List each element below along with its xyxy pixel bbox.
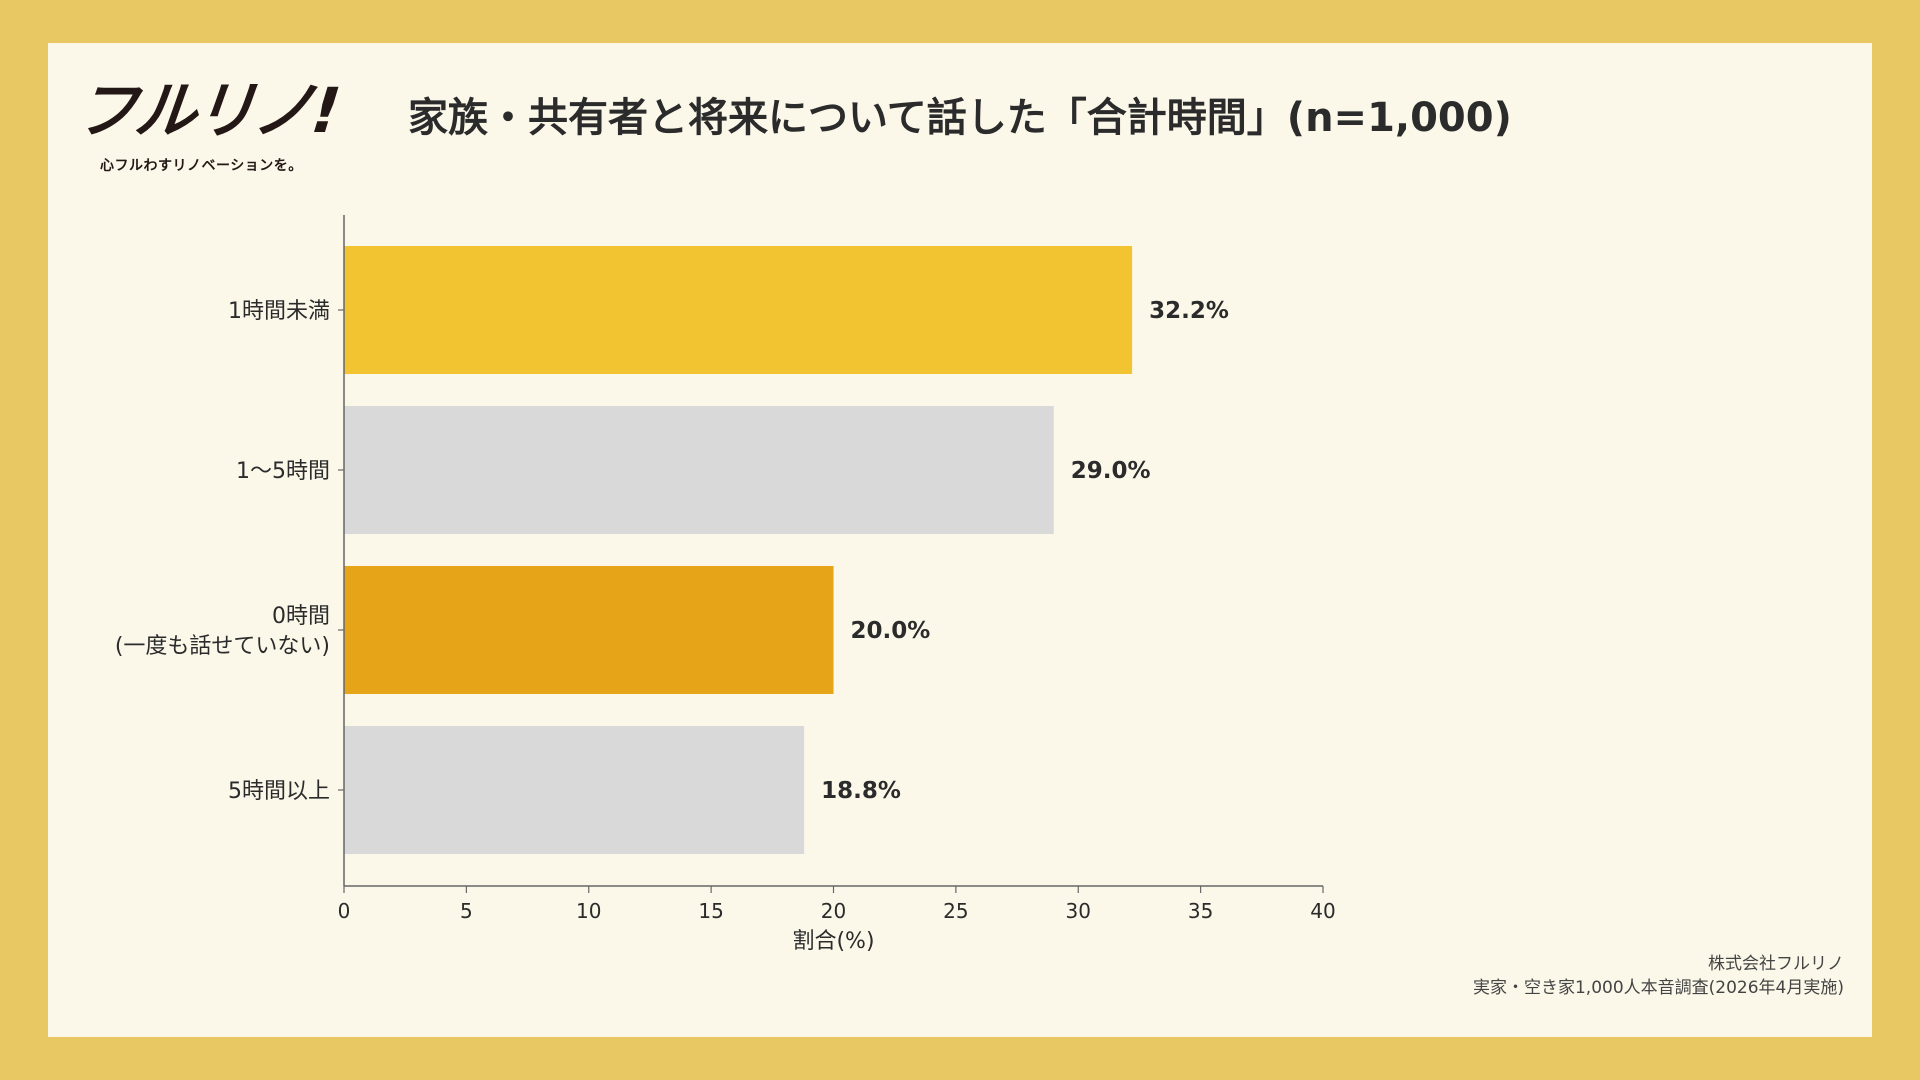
- bars-layer: 32.2% 29.0% 20.0% 18.8%: [344, 246, 1229, 854]
- x-tick-label-0: 0: [338, 899, 351, 923]
- bar-chart: 32.2% 29.0% 20.0% 18.8% 1時間未満 1〜5時間 0時間 (一度も話せ…: [115, 215, 1336, 954]
- x-tick-label-7: 35: [1188, 899, 1213, 923]
- category-label-0: 1時間未満: [228, 299, 330, 324]
- x-tick-label-4: 20: [821, 899, 846, 923]
- value-label-3: 18.8%: [821, 778, 901, 804]
- logo-tagline: 心フルわすリノベーションを。: [100, 158, 303, 174]
- category-label-1: 1〜5時間: [236, 459, 330, 484]
- bar-1: [344, 406, 1054, 534]
- x-tick-label-3: 15: [698, 899, 723, 923]
- x-tick-label-6: 30: [1066, 899, 1091, 923]
- category-label-line: 1時間未満: [228, 299, 330, 324]
- x-axis-label: 割合(%): [792, 929, 874, 954]
- category-label-line: 5時間以上: [228, 779, 330, 804]
- category-label-line: 1〜5時間: [236, 459, 330, 484]
- category-label-line: 0時間: [272, 604, 330, 629]
- company-logo: フルリノ! 心フルわすリノベーションを。: [72, 73, 346, 185]
- x-tick-label-2: 10: [576, 899, 601, 923]
- value-label-0: 32.2%: [1149, 298, 1229, 324]
- category-label-line: (一度も話せていない): [115, 634, 330, 659]
- x-tick-label-1: 5: [460, 899, 473, 923]
- category-label-3: 5時間以上: [228, 779, 330, 804]
- category-label-2: 0時間 (一度も話せていない): [115, 604, 330, 659]
- source-survey: 実家・空き家1,000人本音調査(2026年4月実施): [1472, 978, 1844, 998]
- bar-2: [344, 566, 834, 694]
- x-tick-label-8: 40: [1310, 899, 1335, 923]
- source-company: 株式会社フルリノ: [1708, 954, 1844, 974]
- x-tick-label-5: 25: [943, 899, 968, 923]
- value-label-1: 29.0%: [1071, 458, 1151, 484]
- bar-3: [344, 726, 805, 854]
- chart-card: フルリノ! 心フルわすリノベーションを。 家族・共有者と将来について話した「合計…: [48, 43, 1872, 1037]
- value-label-2: 20.0%: [851, 618, 931, 644]
- bar-0: [344, 246, 1133, 374]
- chart-title: 家族・共有者と将来について話した「合計時間」(n=1,000): [408, 95, 1512, 141]
